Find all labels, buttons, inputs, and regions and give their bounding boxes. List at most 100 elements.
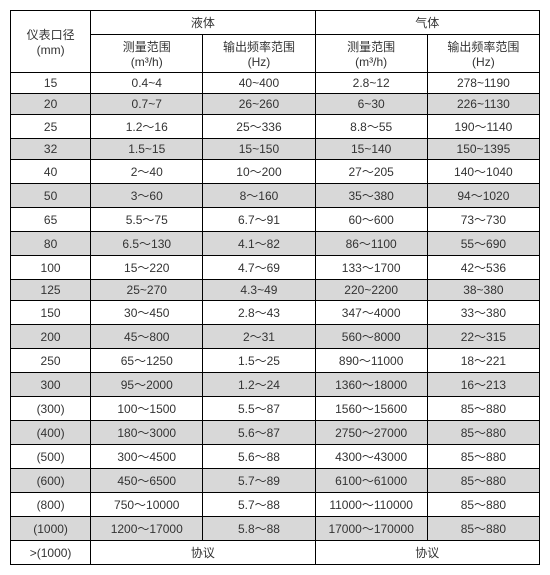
cell-gas-freq: 38~380 [427,280,539,301]
header-gas-freq: 输出频率范围 (Hz) [427,35,539,73]
cell-diameter: (1000) [11,517,91,541]
cell-gas-freq: 85～880 [427,493,539,517]
cell-gas-range: 1360～18000 [315,373,427,397]
cell-gas-range: 6~30 [315,94,427,115]
cell-diameter: 65 [11,208,91,232]
cell-liquid-freq: 4.3~49 [203,280,315,301]
diameter-label: 仪表口径 [13,26,88,43]
header-gas: 气体 [315,11,539,35]
cell-liquid-freq: 10～200 [203,160,315,184]
cell-diameter: (500) [11,445,91,469]
cell-liquid-freq: 2～31 [203,325,315,349]
header-liquid: 液体 [91,11,315,35]
cell-liquid-range: 300～4500 [91,445,203,469]
cell-gas-freq: 16～213 [427,373,539,397]
cell-liquid-freq: 5.5～87 [203,397,315,421]
cell-liquid-range: 95～2000 [91,373,203,397]
cell-liquid-agreement: 协议 [91,541,315,565]
table-row: (800)750～100005.7～8811000～11000085～880 [11,493,540,517]
cell-gas-freq: 22～315 [427,325,539,349]
cell-liquid-range: 6.5～130 [91,232,203,256]
cell-gas-range: 60～600 [315,208,427,232]
cell-liquid-range: 1.5~15 [91,139,203,160]
cell-liquid-freq: 5.6～88 [203,445,315,469]
cell-diameter: 25 [11,115,91,139]
cell-diameter: >(1000) [11,541,91,565]
table-row: (300)100～15005.5～871560～1560085～880 [11,397,540,421]
cell-gas-range: 1560～15600 [315,397,427,421]
cell-liquid-range: 2～40 [91,160,203,184]
table-row: 655.5～756.7～9160～60073～730 [11,208,540,232]
cell-liquid-range: 65～1250 [91,349,203,373]
cell-liquid-range: 45～800 [91,325,203,349]
cell-liquid-range: 5.5～75 [91,208,203,232]
cell-gas-range: 15~140 [315,139,427,160]
cell-diameter: 150 [11,301,91,325]
cell-gas-range: 17000～170000 [315,517,427,541]
cell-gas-range: 11000～110000 [315,493,427,517]
cell-gas-range: 220~2200 [315,280,427,301]
cell-liquid-freq: 5.8～88 [203,517,315,541]
table-row: 30095～20001.2～241360～1800016～213 [11,373,540,397]
cell-diameter: 100 [11,256,91,280]
table-row: 20045～8002～31560～800022～315 [11,325,540,349]
cell-gas-freq: 33～380 [427,301,539,325]
cell-gas-freq: 42～536 [427,256,539,280]
cell-gas-range: 86～1100 [315,232,427,256]
cell-liquid-freq: 6.7～91 [203,208,315,232]
table-row: 15030～4502.8～43347～400033～380 [11,301,540,325]
cell-gas-freq: 85～880 [427,517,539,541]
cell-diameter: 50 [11,184,91,208]
cell-gas-range: 2.8~12 [315,73,427,94]
cell-gas-range: 6100～61000 [315,469,427,493]
cell-diameter: 300 [11,373,91,397]
cell-diameter: 15 [11,73,91,94]
table-row: 10015～2204.7～69133～170042～536 [11,256,540,280]
cell-gas-freq: 55～690 [427,232,539,256]
cell-liquid-range: 30～450 [91,301,203,325]
table-row: 25065～12501.5～25890～1100018～221 [11,349,540,373]
cell-gas-range: 35～380 [315,184,427,208]
cell-gas-range: 560～8000 [315,325,427,349]
cell-gas-range: 4300～43000 [315,445,427,469]
cell-gas-range: 133～1700 [315,256,427,280]
header-liquid-freq: 输出频率范围 (Hz) [203,35,315,73]
cell-gas-freq: 85～880 [427,469,539,493]
cell-liquid-freq: 2.8～43 [203,301,315,325]
table-row: 200.7~726~2606~30226~1130 [11,94,540,115]
cell-gas-range: 27～205 [315,160,427,184]
table-row: (500)300～45005.6～884300～4300085～880 [11,445,540,469]
cell-gas-range: 2750～27000 [315,421,427,445]
cell-gas-freq: 94～1020 [427,184,539,208]
cell-gas-freq: 140～1040 [427,160,539,184]
cell-gas-freq: 85～880 [427,397,539,421]
cell-gas-freq: 85～880 [427,421,539,445]
cell-gas-freq: 18～221 [427,349,539,373]
cell-gas-freq: 190～1140 [427,115,539,139]
cell-liquid-freq: 40~400 [203,73,315,94]
table-row: 12525~2704.3~49220~220038~380 [11,280,540,301]
cell-liquid-range: 0.4~4 [91,73,203,94]
cell-diameter: 200 [11,325,91,349]
table-row: 806.5～1304.1～8286～110055～690 [11,232,540,256]
header-diameter: 仪表口径 (mm) [11,11,91,73]
cell-liquid-freq: 5.7～88 [203,493,315,517]
cell-liquid-range: 1.2～16 [91,115,203,139]
spec-table: 仪表口径 (mm) 液体 气体 测量范围 (m³/h) 输出频率范围 (Hz) … [10,10,540,565]
table-row: 150.4~440~4002.8~12278~1190 [11,73,540,94]
cell-diameter: 32 [11,139,91,160]
cell-liquid-freq: 1.2～24 [203,373,315,397]
cell-diameter: 20 [11,94,91,115]
cell-liquid-freq: 4.7～69 [203,256,315,280]
cell-diameter: 125 [11,280,91,301]
cell-gas-freq: 278~1190 [427,73,539,94]
header-gas-range: 测量范围 (m³/h) [315,35,427,73]
cell-liquid-range: 25~270 [91,280,203,301]
cell-liquid-range: 1200～17000 [91,517,203,541]
table-row: 251.2～1625～3368.8～55190～1140 [11,115,540,139]
cell-diameter: 250 [11,349,91,373]
cell-gas-freq: 150~1395 [427,139,539,160]
cell-liquid-freq: 1.5～25 [203,349,315,373]
cell-gas-range: 890～11000 [315,349,427,373]
cell-liquid-freq: 26~260 [203,94,315,115]
